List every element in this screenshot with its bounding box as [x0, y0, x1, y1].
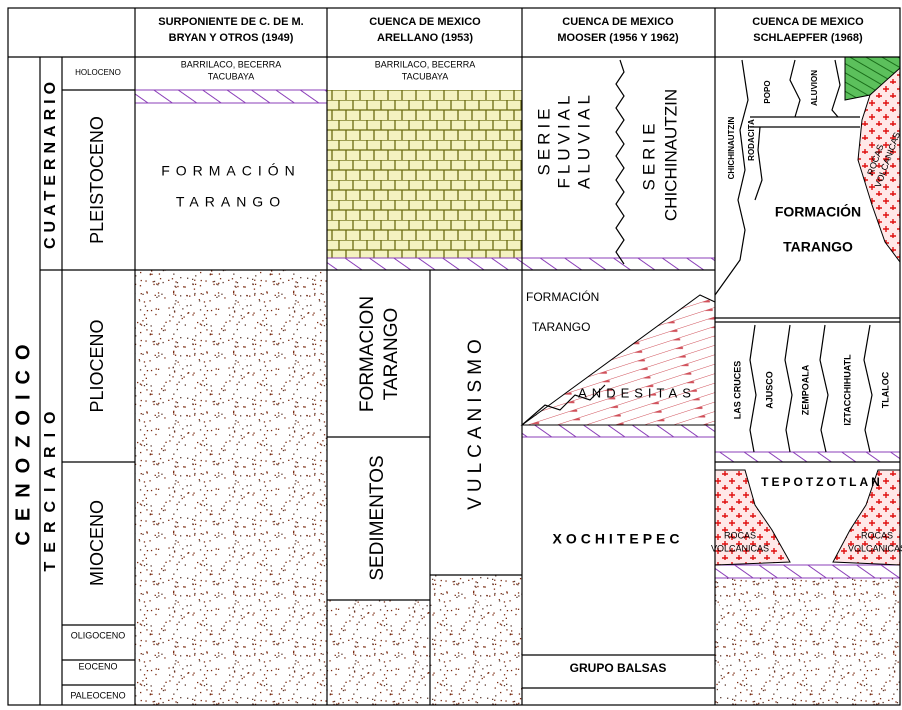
unit: BARRILACO, BECERRA — [181, 59, 282, 69]
unit: FORMACIÓN — [526, 289, 599, 304]
unit: BARRILACO, BECERRA — [375, 59, 476, 69]
unit: TLALOC — [880, 371, 890, 408]
unit: ZEMPOALA — [800, 364, 810, 415]
period: TERCIARIO — [42, 403, 59, 572]
unit: RODACITA — [747, 119, 756, 161]
unit: XOCHITEPEC — [552, 531, 683, 547]
column-header: SCHLAEPFER (1968) — [753, 32, 863, 44]
unit: ROCAS — [724, 530, 756, 540]
unit: ANDESITAS — [578, 385, 696, 400]
column-header: CUENCA DE MEXICO — [752, 16, 864, 28]
period: CUATERNARIO — [42, 77, 59, 249]
unit: VULCANISMO — [465, 334, 486, 510]
unit: SERIE — [534, 104, 553, 175]
epoch: OLIGOCENO — [71, 630, 126, 640]
epoch: EOCENO — [78, 661, 117, 671]
unit: TARANGO — [176, 194, 286, 210]
column-header: CUENCA DE MEXICO — [562, 16, 674, 28]
epoch: PLEISTOCENO — [87, 116, 107, 244]
unit: ALUVION — [810, 70, 819, 106]
unit: ALUVIAL — [574, 91, 593, 189]
unit: TACUBAYA — [402, 71, 449, 81]
epoch: PLIOCENO — [87, 319, 107, 412]
unit: POPO — [763, 80, 772, 103]
epoch: PALEOCENO — [70, 690, 125, 700]
unit: FLUVIAL — [554, 92, 573, 189]
unit: SEDIMENTOS — [367, 455, 388, 580]
column-header: CUENCA DE MEXICO — [369, 16, 481, 28]
epoch: MIOCENO — [87, 500, 107, 586]
unit: TARANGO — [783, 239, 853, 255]
labels: SURPONIENTE DE C. DE M. BRYAN Y OTROS (19… — [12, 16, 902, 700]
unit: ROCAS — [861, 530, 893, 540]
strata — [7, 7, 901, 706]
column-header: SURPONIENTE DE C. DE M. — [158, 16, 303, 28]
unit: AJUSCO — [764, 371, 774, 409]
unit: CHICHINAUTZIN — [727, 116, 736, 179]
unit: FORMACIÓN — [161, 163, 301, 179]
unit: FORMACION — [357, 296, 378, 412]
unit: VOLCANICAS — [711, 543, 769, 553]
unit: TEPOTZOTLAN — [761, 475, 883, 489]
column-header: ARELLANO (1953) — [377, 32, 473, 44]
unit: SERIE — [639, 119, 658, 190]
unit: VOLCANICAS — [848, 543, 902, 553]
unit: TARANGO — [381, 308, 402, 401]
era: CENOZOICO — [12, 334, 34, 545]
column-header: MOOSER (1956 Y 1962) — [557, 32, 679, 44]
unit: TACUBAYA — [208, 71, 255, 81]
unit: FORMACIÓN — [775, 203, 861, 220]
unit: CHICHINAUTZIN — [661, 89, 680, 221]
unit: TARANGO — [532, 320, 590, 334]
unit: LAS CRUCES — [732, 361, 742, 420]
unit: GRUPO BALSAS — [570, 661, 667, 675]
column-header: BRYAN Y OTROS (1949) — [169, 32, 294, 44]
epoch: HOLOCENO — [75, 68, 121, 77]
unit: IZTACCHIHUATL — [842, 354, 852, 426]
